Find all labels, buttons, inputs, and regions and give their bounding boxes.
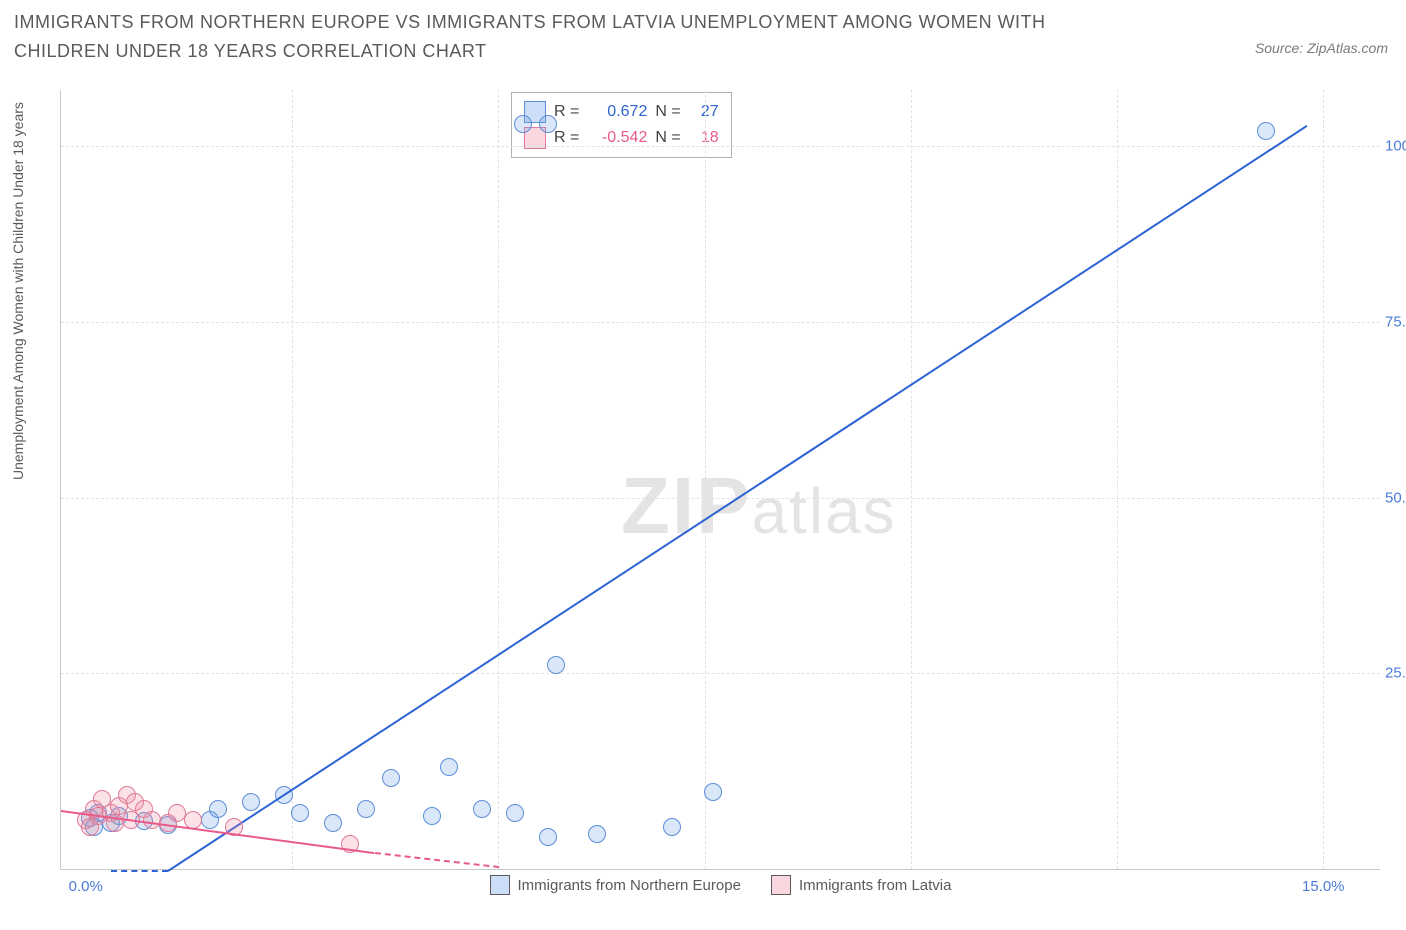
data-point xyxy=(168,804,186,822)
y-tick-label: 25.0% xyxy=(1385,665,1406,682)
n-label: N = xyxy=(655,103,680,121)
data-point xyxy=(704,783,722,801)
data-point xyxy=(382,769,400,787)
data-point xyxy=(440,758,458,776)
data-point xyxy=(1257,122,1275,140)
r-value: 0.672 xyxy=(587,103,647,121)
trend-line-dash xyxy=(111,870,169,872)
x-tick-label: 15.0% xyxy=(1302,878,1345,895)
data-point xyxy=(291,804,309,822)
data-point xyxy=(588,825,606,843)
data-point xyxy=(539,828,557,846)
source-label: Source: ZipAtlas.com xyxy=(1255,40,1388,56)
n-label: N = xyxy=(655,129,680,147)
data-point xyxy=(357,800,375,818)
watermark-atlas: atlas xyxy=(751,475,896,547)
chart-title: IMMIGRANTS FROM NORTHERN EUROPE VS IMMIG… xyxy=(14,8,1114,66)
watermark-zip: ZIP xyxy=(621,461,751,550)
gridline-v xyxy=(705,90,706,869)
data-point xyxy=(242,793,260,811)
y-axis-label: Unemployment Among Women with Children U… xyxy=(10,102,26,480)
gridline-v xyxy=(292,90,293,869)
data-point xyxy=(539,115,557,133)
r-label: R = xyxy=(554,129,579,147)
y-tick-label: 50.0% xyxy=(1385,489,1406,506)
data-point xyxy=(514,115,532,133)
data-point xyxy=(473,800,491,818)
legend-label: Immigrants from Northern Europe xyxy=(518,877,741,894)
legend-swatch xyxy=(771,875,791,895)
watermark: ZIPatlas xyxy=(621,460,897,552)
x-tick-label: 0.0% xyxy=(69,878,103,895)
gridline-v xyxy=(911,90,912,869)
r-label: R = xyxy=(554,103,579,121)
data-point xyxy=(324,814,342,832)
legend-item: Immigrants from Latvia xyxy=(771,875,952,895)
gridline-h xyxy=(61,673,1380,674)
trend-line xyxy=(168,125,1308,872)
data-point xyxy=(209,800,227,818)
plot-area: ZIPatlas R =0.672 N =27R =-0.542 N =18 I… xyxy=(60,90,1380,870)
r-value: -0.542 xyxy=(587,129,647,147)
legend-swatch xyxy=(490,875,510,895)
trend-line-dash xyxy=(374,852,498,868)
legend-item: Immigrants from Northern Europe xyxy=(490,875,741,895)
data-point xyxy=(663,818,681,836)
legend: Immigrants from Northern Europe Immigrant… xyxy=(490,875,952,895)
data-point xyxy=(143,811,161,829)
data-point xyxy=(547,656,565,674)
gridline-h xyxy=(61,146,1380,147)
data-point xyxy=(423,807,441,825)
data-point xyxy=(506,804,524,822)
gridline-h xyxy=(61,322,1380,323)
gridline-v xyxy=(498,90,499,869)
y-tick-label: 75.0% xyxy=(1385,313,1406,330)
y-tick-label: 100.0% xyxy=(1385,138,1406,155)
legend-label: Immigrants from Latvia xyxy=(799,877,952,894)
gridline-v xyxy=(1117,90,1118,869)
gridline-h xyxy=(61,498,1380,499)
gridline-v xyxy=(1323,90,1324,869)
